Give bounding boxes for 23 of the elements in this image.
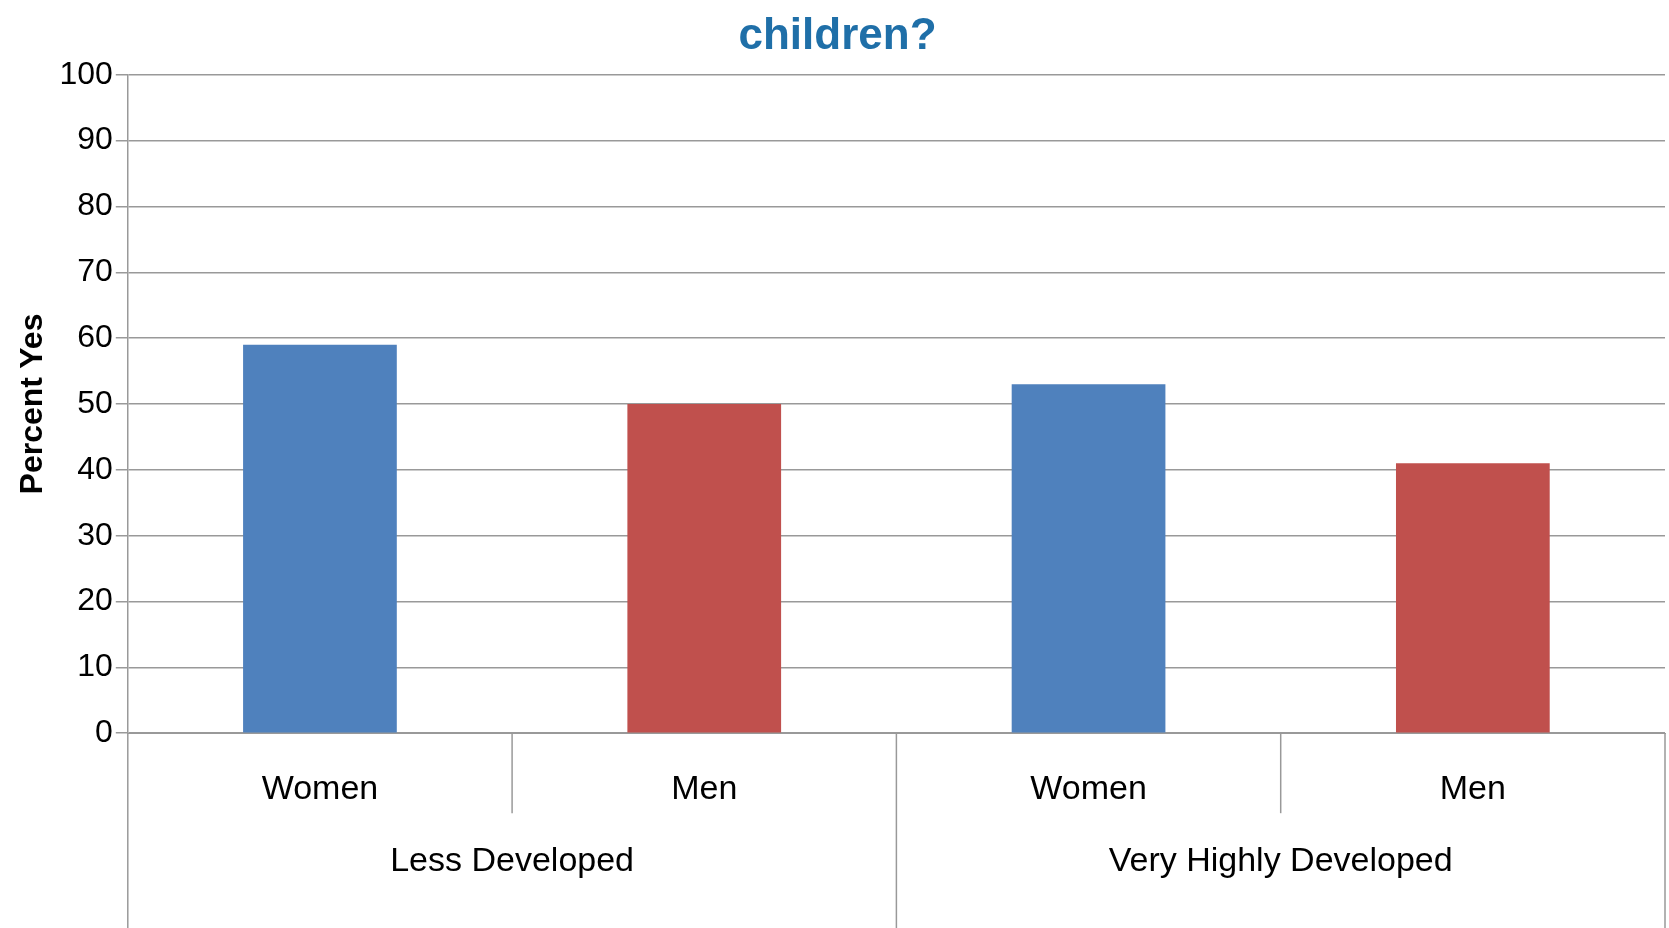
text: Very Highly Developed <box>1108 839 1453 878</box>
chart-title: children? <box>738 8 937 58</box>
x-tick-label: Women <box>261 767 379 806</box>
x-tick-label: Men <box>671 767 738 806</box>
bar <box>1011 384 1166 733</box>
text: Less Developed <box>390 839 635 878</box>
y-axis-title: Percent Yes <box>13 313 50 495</box>
x-tick-label: Women <box>1030 767 1147 806</box>
y-tick-label: 30 <box>77 515 113 552</box>
bar <box>1395 463 1550 733</box>
y-tick-label: 60 <box>77 317 113 354</box>
y-tick-label: 80 <box>77 186 113 223</box>
y-tick-label: 100 <box>59 54 113 91</box>
x-tick-label: Men <box>1439 767 1506 806</box>
y-tick-label: 70 <box>77 252 113 289</box>
y-tick-label: 0 <box>94 713 113 750</box>
bar <box>627 404 782 733</box>
y-tick-label: 10 <box>77 647 113 684</box>
y-tick-label: 40 <box>77 449 113 486</box>
y-tick-label: 50 <box>77 383 113 420</box>
y-tick-label: 20 <box>77 581 113 618</box>
bar <box>243 344 397 733</box>
y-tick-label: 90 <box>77 120 113 157</box>
